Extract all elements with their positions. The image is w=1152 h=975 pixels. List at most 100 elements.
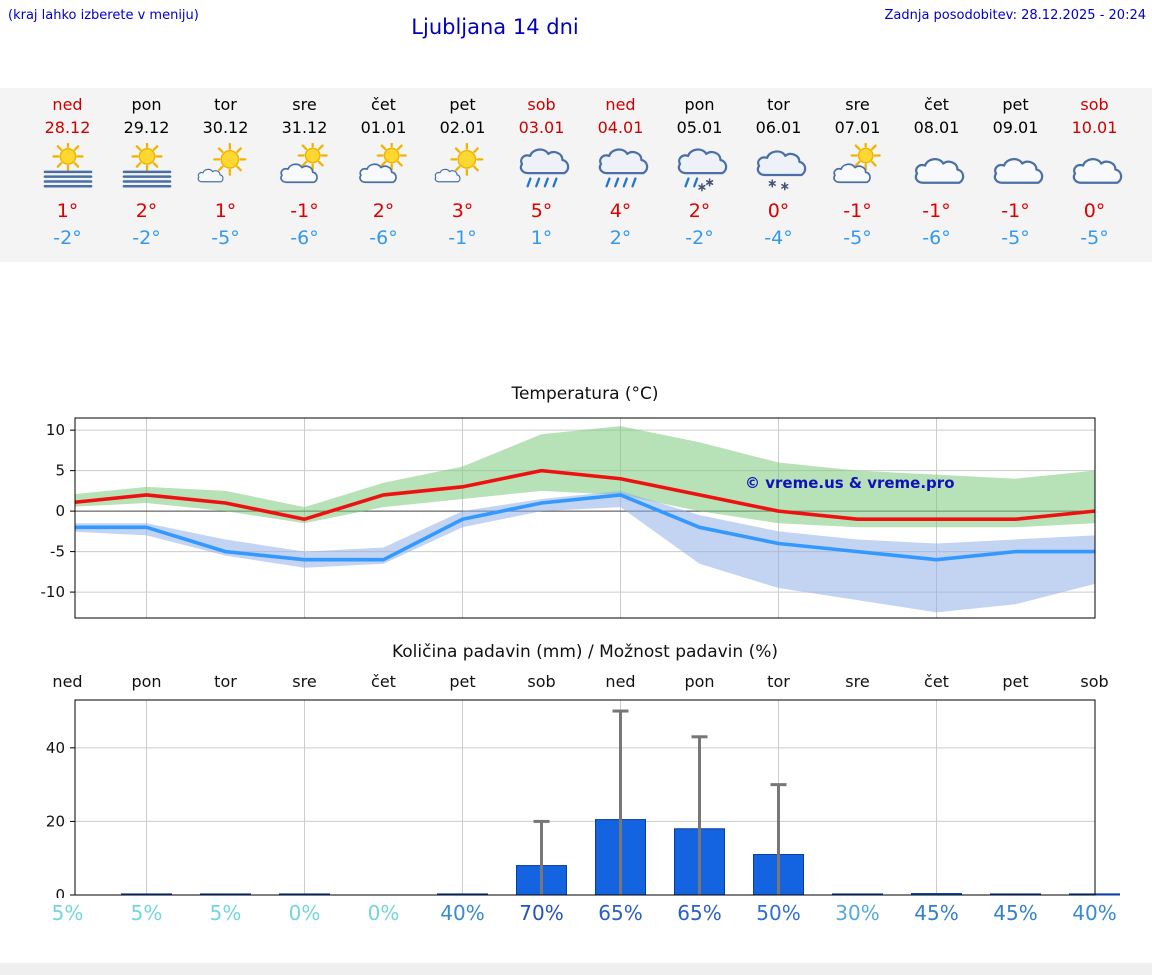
precip-probability: 5% [130, 901, 163, 925]
precip-probability: 40% [440, 901, 485, 925]
temp-max-line [75, 468, 1095, 522]
day-temp-max: 1° [214, 200, 237, 222]
precip-day-label: sre [292, 672, 317, 691]
day-temp-min: -4° [764, 227, 793, 249]
precip-probability: 0% [288, 901, 321, 925]
day-date: 08.01 [913, 118, 960, 137]
day-name: pon [131, 95, 162, 114]
day-date: 06.01 [755, 118, 802, 137]
forecast-day: čet 08.01 -1° -6° [897, 94, 976, 251]
precip-day-label: sre [845, 672, 870, 691]
sun-fog-icon [28, 140, 107, 196]
day-temp-min: -5° [211, 227, 240, 249]
temp-min-range-band [75, 490, 1095, 613]
temp-ytick-label: 0 [55, 502, 65, 520]
day-name: ned [605, 95, 636, 114]
sleet-icon [660, 140, 739, 196]
day-name: ned [52, 95, 83, 114]
day-date: 02.01 [439, 118, 486, 137]
page-title: Ljubljana 14 dni [411, 15, 579, 39]
day-name: pet [1002, 95, 1029, 114]
temp-plot-border [74, 417, 1096, 619]
day-name: pet [449, 95, 476, 114]
day-temp-min: -1° [448, 227, 477, 249]
temp-ytick-label: -5 [50, 543, 65, 561]
cloudy-icon [976, 140, 1055, 196]
precip-plot-border [74, 699, 1096, 896]
day-temp-max: 1° [56, 200, 79, 222]
precip-probability: 70% [519, 901, 564, 925]
temp-ytick-label: 5 [55, 462, 65, 480]
forecast-day: tor 30.12 1° -5° [186, 94, 265, 251]
precip-day-label: čet [371, 672, 396, 691]
temperature-chart: 10 5 0 -5 -10 © vreme.us & vreme.pro [41, 417, 1096, 619]
precip-probability: 30% [835, 901, 880, 925]
day-temp-max: -1° [843, 200, 872, 222]
last-update: Zadnja posodobitev: 28.12.2025 - 20:24 [884, 8, 1146, 23]
precip-day-label: pet [1002, 672, 1029, 691]
precip-probability: 45% [993, 901, 1038, 925]
forecast-day: pon 05.01 2° -2° [660, 94, 739, 251]
forecast-day: sob 10.01 0° -5° [1055, 94, 1134, 251]
precip-day-label: ned [52, 672, 83, 691]
day-date: 29.12 [123, 118, 170, 137]
day-temp-max: 2° [688, 200, 711, 222]
day-name: sre [292, 95, 317, 114]
precipitation-chart: 0 20 40 [46, 699, 1120, 898]
forecast-days-row: ned 28.12 1° -2° pon 29.12 2° -2° tor 30.12 1° -5° s… [28, 88, 1134, 251]
snow-icon [739, 140, 818, 196]
precip-day-label: čet [924, 672, 949, 691]
day-date: 01.01 [360, 118, 407, 137]
precipitation-chart-title: Količina padavin (mm) / Možnost padavin … [391, 642, 778, 662]
day-temp-max: 0° [767, 200, 790, 222]
precip-probability: 65% [677, 901, 722, 925]
day-temp-max: 4° [609, 200, 632, 222]
day-temp-min: -5° [1001, 227, 1030, 249]
precip-ytick-label: 40 [46, 739, 65, 757]
watermark-link[interactable]: © vreme.us & vreme.pro [745, 474, 955, 492]
precip-ytick-label: 0 [55, 886, 65, 898]
temp-min-line [75, 493, 1095, 562]
precip-probability: 40% [1072, 901, 1117, 925]
bottom-strip [0, 963, 1152, 975]
sun-fog-icon [107, 140, 186, 196]
precip-probability: 5% [209, 901, 242, 925]
forecast-day: tor 06.01 0° -4° [739, 94, 818, 251]
day-temp-min: -6° [922, 227, 951, 249]
day-temp-max: -1° [290, 200, 319, 222]
forecast-day: pet 02.01 3° -1° [423, 94, 502, 251]
forecast-day: pon 29.12 2° -2° [107, 94, 186, 251]
precip-probability-row: 5% 5% 5% 0% 0% 40% 70% 65% 65% 50% 30% 45% 45% 40% [28, 901, 1134, 925]
day-temp-max: -1° [922, 200, 951, 222]
menu-hint: (kraj lahko izberete v meniju) [8, 8, 199, 23]
day-temp-max: 5° [530, 200, 553, 222]
day-temp-min: -6° [369, 227, 398, 249]
cloudy-icon [897, 140, 976, 196]
day-name: sob [527, 95, 556, 114]
precip-day-label: sob [1080, 672, 1109, 691]
day-date: 03.01 [518, 118, 565, 137]
day-temp-min: -5° [843, 227, 872, 249]
precip-day-label: pon [684, 672, 715, 691]
day-temp-min: 1° [530, 227, 553, 249]
day-date: 28.12 [44, 118, 91, 137]
partly-cloudy-icon [344, 140, 423, 196]
rain-icon [581, 140, 660, 196]
day-date: 04.01 [597, 118, 644, 137]
precip-day-label: ned [605, 672, 636, 691]
day-name: tor [767, 95, 790, 114]
mostly-sunny-icon [423, 140, 502, 196]
precip-probability: 50% [756, 901, 801, 925]
partly-cloudy-icon [265, 140, 344, 196]
forecast-day: sre 07.01 -1° -5° [818, 94, 897, 251]
day-name: sob [1080, 95, 1109, 114]
temperature-chart-title: Temperatura (°C) [511, 384, 659, 404]
precip-day-label: sob [527, 672, 556, 691]
day-date: 31.12 [281, 118, 328, 137]
day-temp-min: 2° [609, 227, 632, 249]
forecast-strip: ned 28.12 1° -2° pon 29.12 2° -2° tor 30.12 1° -5° s… [0, 88, 1152, 262]
day-date: 07.01 [834, 118, 881, 137]
precip-probability: 45% [914, 901, 959, 925]
precip-ytick-label: 20 [46, 812, 65, 830]
